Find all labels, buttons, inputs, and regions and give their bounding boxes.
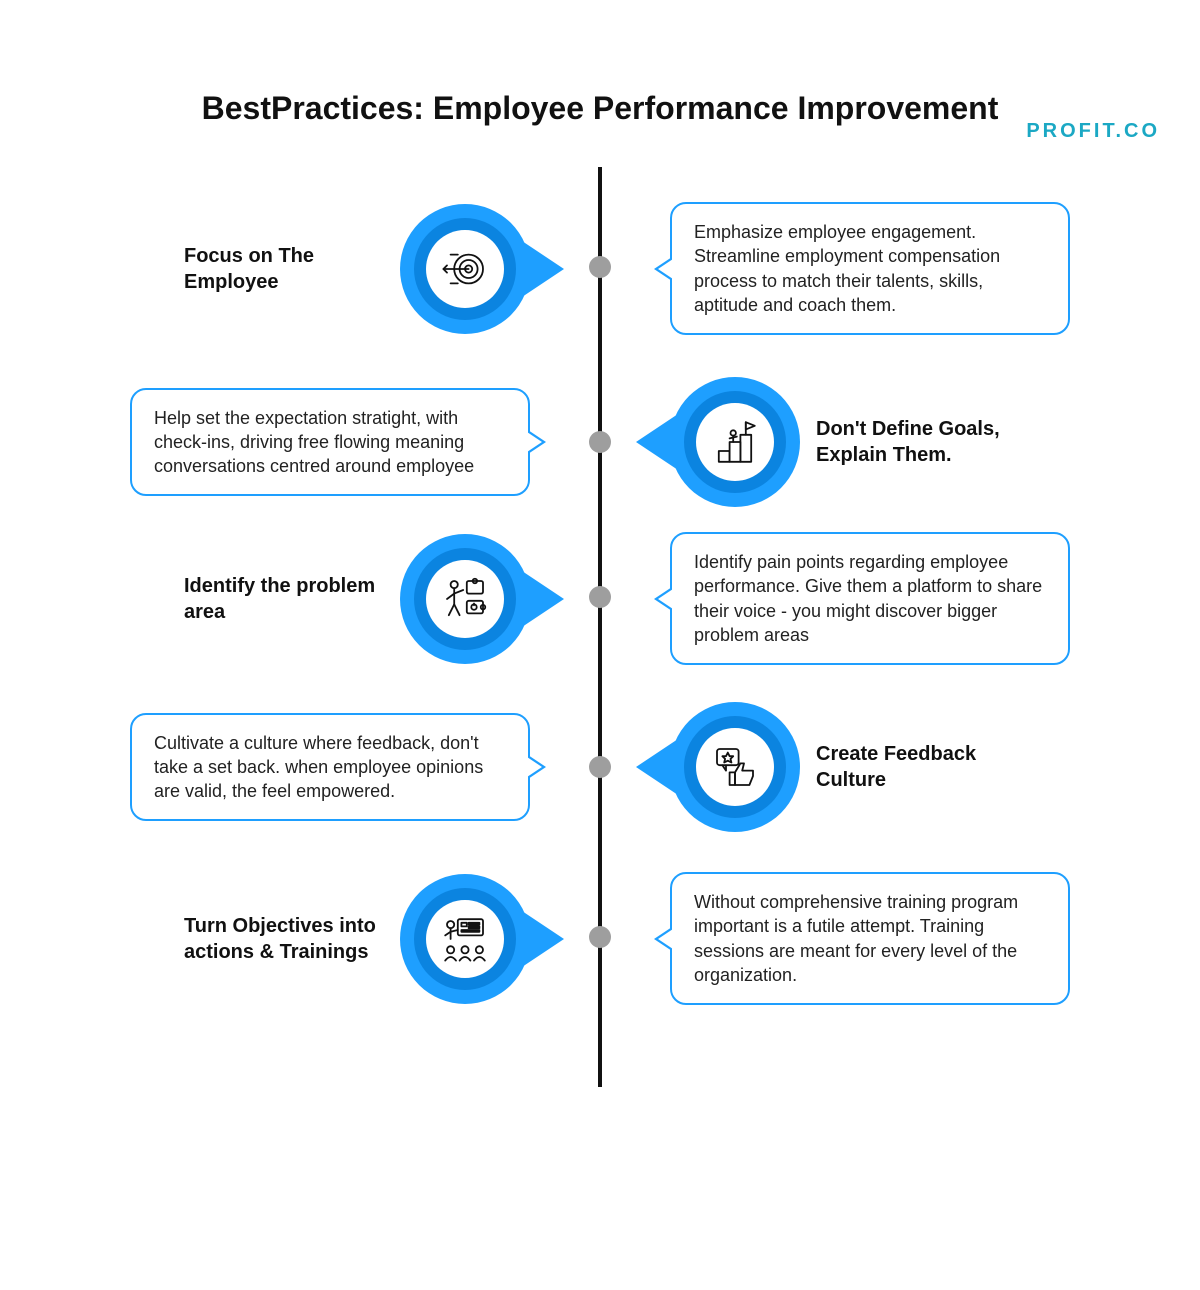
timeline-row: Focus on The Employee Emphasize employee… (0, 202, 1200, 335)
item-badge (400, 874, 530, 1004)
flag-climb-icon (708, 415, 762, 469)
thumbs-star-icon (708, 740, 762, 794)
brand-logo: PROFIT.CO (1026, 120, 1160, 143)
item-badge (400, 204, 530, 334)
timeline: Focus on The Employee Emphasize employee… (0, 167, 1200, 1087)
item-description: Without comprehensive training program i… (670, 872, 1070, 1005)
item-heading: Identify the problem area (184, 573, 384, 625)
item-heading: Turn Objectives into actions & Trainings (184, 913, 384, 965)
item-badge (400, 534, 530, 664)
timeline-row: Identify the problem area Identify (0, 532, 1200, 665)
puzzle-person-icon (438, 572, 492, 626)
item-description: Cultivate a culture where feedback, don'… (130, 713, 530, 822)
item-description: Emphasize employee engagement. Streamlin… (670, 202, 1070, 335)
timeline-row: Cultivate a culture where feedback, don'… (0, 702, 1200, 832)
item-description: Identify pain points regarding employee … (670, 532, 1070, 665)
item-heading: Create Feedback Culture (816, 741, 1016, 793)
target-icon (438, 242, 492, 296)
item-heading: Focus on The Employee (184, 243, 384, 295)
timeline-row: Help set the expectation stratight, with… (0, 377, 1200, 507)
page-title: BestPractices: Employee Performance Impr… (0, 90, 1200, 127)
item-description: Help set the expectation stratight, with… (130, 388, 530, 497)
item-badge (670, 377, 800, 507)
timeline-row: Turn Objectives into actions & Trainings (0, 872, 1200, 1005)
training-icon (438, 912, 492, 966)
item-heading: Don't Define Goals, Explain Them. (816, 416, 1016, 468)
item-badge (670, 702, 800, 832)
